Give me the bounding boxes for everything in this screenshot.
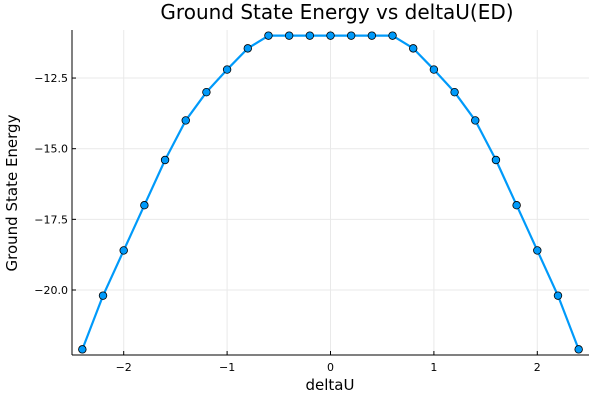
x-tick-label: 0 [327, 361, 334, 374]
y-tick-label: −17.5 [34, 213, 68, 226]
data-point [305, 31, 315, 40]
data-point [553, 291, 563, 300]
y-tick-label: −12.5 [34, 72, 68, 85]
data-point [181, 116, 190, 125]
y-tick-label: −20.0 [34, 284, 68, 297]
data-point [78, 345, 87, 354]
ticks: −2 −1 0 1 2 −12.5 −15.0 −17.5 −20.0 [34, 72, 541, 374]
data-point [388, 31, 397, 40]
grid [72, 30, 589, 355]
data-point [346, 31, 356, 40]
x-tick-label: −1 [219, 361, 235, 374]
data-point [160, 155, 170, 165]
data-point [264, 31, 273, 40]
data-point [367, 31, 377, 40]
data-point [471, 116, 480, 125]
chart-title: Ground State Energy vs deltaU(ED) [160, 0, 513, 24]
data-point [98, 291, 108, 300]
data-point [533, 246, 542, 255]
data-point [326, 31, 335, 40]
data-point [243, 44, 252, 53]
data-point [429, 65, 439, 74]
y-tick-label: −15.0 [34, 143, 68, 156]
x-tick-label: 2 [534, 361, 541, 374]
data-point [409, 44, 418, 53]
data-point [119, 246, 128, 255]
data-point [140, 201, 149, 210]
data-point [284, 31, 294, 40]
data-point [222, 65, 232, 74]
y-axis-label: Ground State Energy [3, 114, 21, 271]
data-point [491, 155, 501, 165]
x-axis-label: deltaU [306, 376, 355, 394]
data-point [574, 345, 583, 354]
series [78, 31, 583, 354]
data-point [512, 201, 521, 210]
data-point [450, 87, 459, 97]
data-point [202, 87, 211, 97]
x-tick-label: 1 [430, 361, 437, 374]
x-tick-label: −2 [116, 361, 132, 374]
